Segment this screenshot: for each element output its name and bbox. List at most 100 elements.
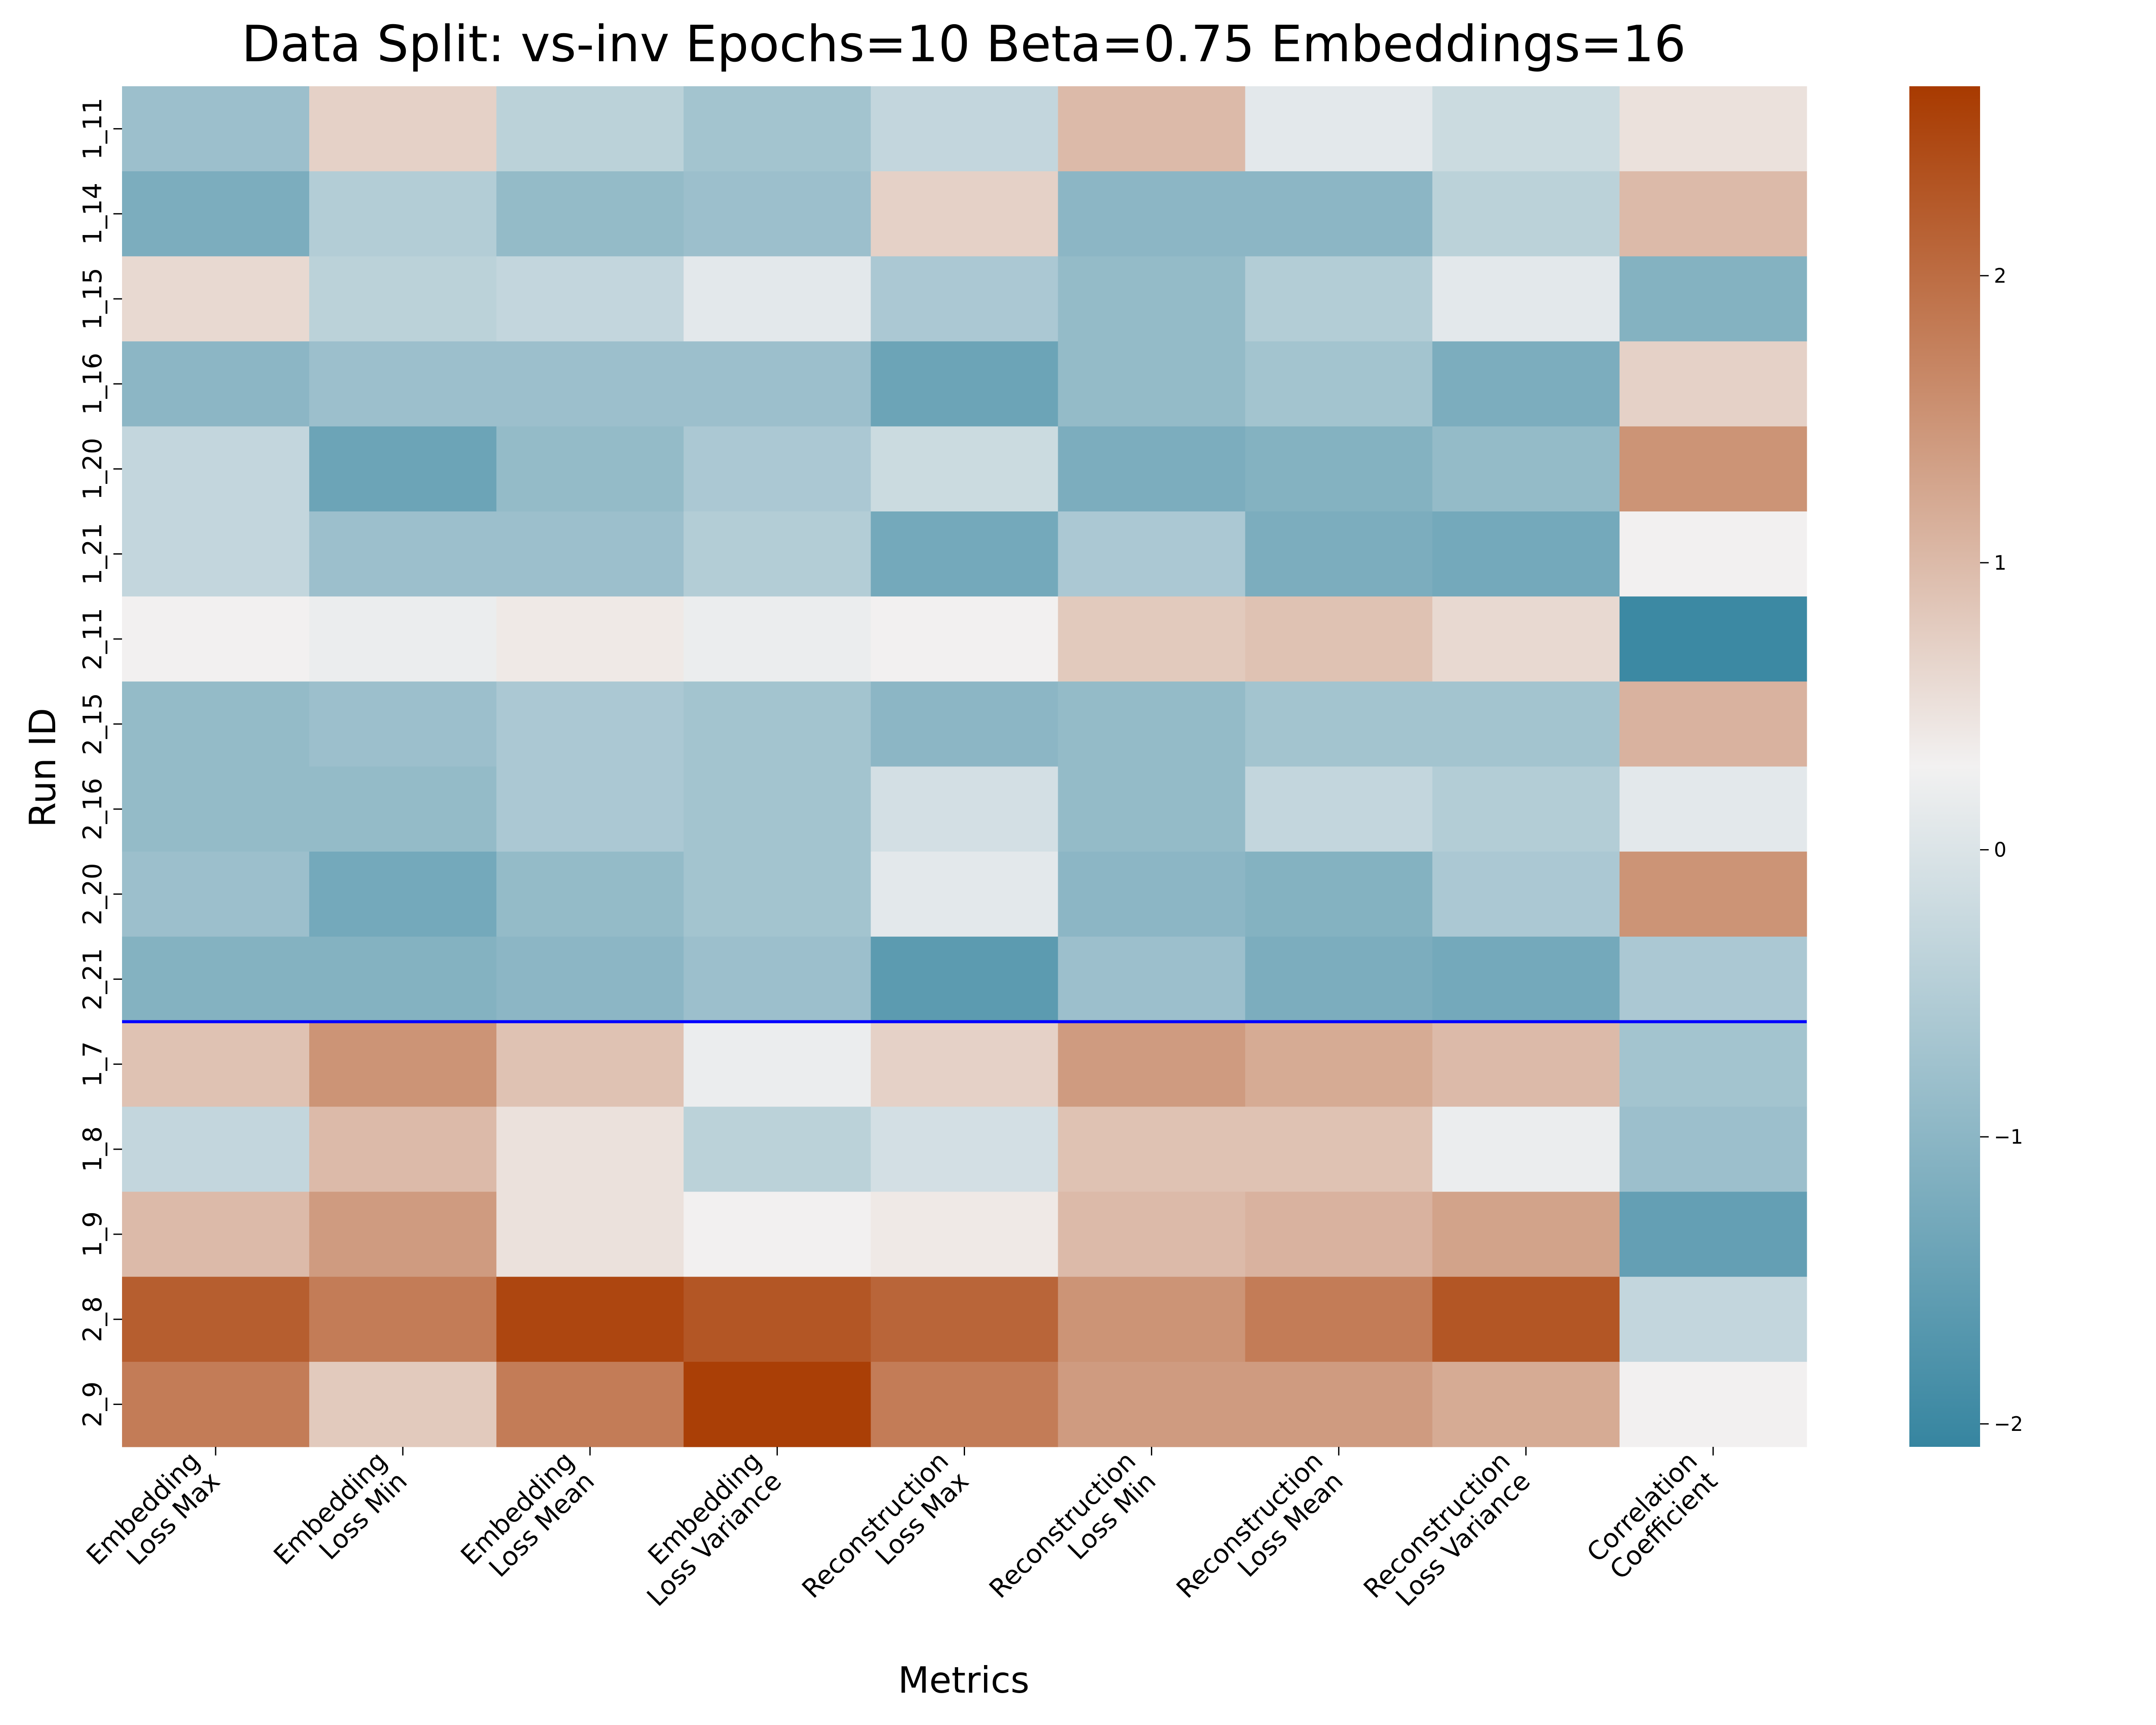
heatmap-cell: [1619, 1276, 1807, 1362]
column-tick-label: ReconstructionLoss Mean: [1171, 1446, 1349, 1625]
heatmap-cell: [1058, 936, 1246, 1022]
heatmap-cell: [496, 1107, 684, 1192]
heatmap-cell: [1619, 936, 1807, 1022]
heatmap-cell: [1245, 936, 1433, 1022]
heatmap-cell: [871, 1192, 1059, 1277]
heatmap-cell: [1619, 1107, 1807, 1192]
colorbar-tick-label: −1: [1994, 1125, 2023, 1148]
heatmap-cell: [1058, 426, 1246, 512]
heatmap-cell: [1619, 1361, 1807, 1447]
heatmap-cell: [871, 341, 1059, 427]
heatmap-cell: [683, 171, 871, 257]
heatmap-cell: [122, 1361, 310, 1447]
heatmap-cell: [1245, 681, 1433, 767]
row-tick-label: 1_7: [78, 1041, 108, 1087]
heatmap-cell: [683, 341, 871, 427]
row-tick-label: 2_20: [78, 863, 108, 925]
heatmap-cell: [1245, 596, 1433, 682]
heatmap-cell: [871, 1276, 1059, 1362]
heatmap-cell: [122, 766, 310, 852]
heatmap-cell: [871, 86, 1059, 172]
colorbar-tick-label: 1: [1994, 551, 2006, 574]
row-tick-label: 1_14: [78, 183, 108, 245]
heatmap-cell: [1619, 86, 1807, 172]
column-tick-label: EmbeddingLoss Mean: [455, 1446, 600, 1591]
heatmap-cell: [1432, 851, 1620, 937]
heatmap-cell: [871, 766, 1059, 852]
heatmap-cell: [1058, 1361, 1246, 1447]
colorbar-tick-label: −2: [1994, 1412, 2023, 1436]
heatmap-cell: [1432, 1361, 1620, 1447]
column-tick-label: EmbeddingLoss Max: [81, 1446, 226, 1591]
heatmap-cell: [871, 1107, 1059, 1192]
heatmap-cell: [309, 851, 497, 937]
heatmap-cell: [309, 171, 497, 257]
row-tick-label: 1_21: [78, 523, 108, 585]
heatmap-cell: [1058, 171, 1246, 257]
heatmap-cell: [1245, 1107, 1433, 1192]
heatmap-cell: [683, 86, 871, 172]
heatmap-cell: [496, 766, 684, 852]
heatmap-cell: [1619, 341, 1807, 427]
heatmap-cell: [683, 511, 871, 597]
heatmap-cell: [496, 86, 684, 172]
colorbar-tick-label: 0: [1994, 838, 2006, 862]
heatmap-cell: [122, 341, 310, 427]
column-tick-label: ReconstructionLoss Variance: [1358, 1446, 1536, 1625]
heatmap-cell: [1245, 1361, 1433, 1447]
row-tick-label: 1_16: [78, 353, 108, 415]
heatmap-cell: [122, 936, 310, 1022]
heatmap-cell: [309, 681, 497, 767]
heatmap-cell: [1432, 426, 1620, 512]
heatmap-cell: [309, 86, 497, 172]
heatmap-cell: [1432, 1022, 1620, 1107]
heatmap-cell: [1245, 1276, 1433, 1362]
heatmap-cell: [122, 681, 310, 767]
heatmap-cell: [1619, 681, 1807, 767]
heatmap-cell: [122, 1022, 310, 1107]
heatmap-cell: [1058, 596, 1246, 682]
heatmap-cell: [1058, 766, 1246, 852]
heatmap-cell: [683, 1022, 871, 1107]
heatmap-cell: [1245, 1022, 1433, 1107]
heatmap-cell: [1619, 511, 1807, 597]
heatmap-cell: [122, 851, 310, 937]
row-tick-label: 2_9: [78, 1381, 108, 1427]
heatmap-cell: [1245, 256, 1433, 342]
heatmap-cell: [1619, 426, 1807, 512]
heatmap-cell: [496, 1361, 684, 1447]
heatmap-cell: [1058, 681, 1246, 767]
heatmap-cell: [1058, 1022, 1246, 1107]
heatmap-cell: [1058, 341, 1246, 427]
column-tick-labels: EmbeddingLoss Max EmbeddingLoss Min Embedd…: [81, 1446, 1724, 1625]
heatmap-cell: [1432, 511, 1620, 597]
heatmap-cell: [1058, 256, 1246, 342]
heatmap-cell: [1245, 171, 1433, 257]
heatmap-cell: [496, 256, 684, 342]
heatmap-cell: [683, 1276, 871, 1362]
heatmap-cell: [683, 596, 871, 682]
heatmap-cell: [1619, 256, 1807, 342]
heatmap-cell: [683, 766, 871, 852]
heatmap-cell: [309, 1276, 497, 1362]
x-axis-label: Metrics: [898, 1659, 1030, 1701]
row-tick-label: 2_15: [78, 693, 108, 756]
column-tick-label: ReconstructionLoss Max: [796, 1446, 975, 1625]
heatmap-cell: [309, 426, 497, 512]
heatmap-cell: [1245, 426, 1433, 512]
heatmap-cell: [1432, 596, 1620, 682]
heatmap-cell: [1245, 1192, 1433, 1277]
heatmap-cell: [871, 511, 1059, 597]
heatmap-cell: [122, 1276, 310, 1362]
row-tick-label: 2_11: [78, 608, 108, 670]
row-tick-label: 1_15: [78, 268, 108, 330]
heatmap-cell: [1619, 766, 1807, 852]
heatmap-cell: [1432, 256, 1620, 342]
heatmap-cell: [496, 1192, 684, 1277]
heatmap-cell: [1245, 766, 1433, 852]
heatmap-cell: [871, 1361, 1059, 1447]
heatmap-cell: [309, 341, 497, 427]
heatmap-cell: [496, 851, 684, 937]
colorbar-tick-label: 2: [1994, 264, 2006, 287]
